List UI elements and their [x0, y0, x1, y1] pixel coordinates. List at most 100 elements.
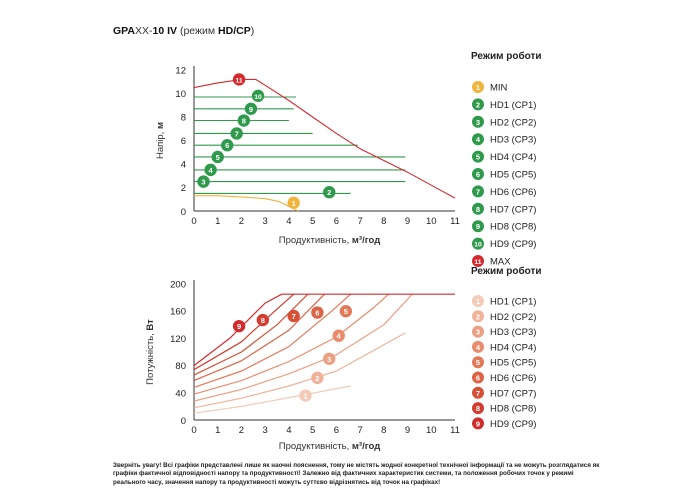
series-badge — [197, 175, 210, 188]
x-axis-title: Продуктивність, м³/год — [279, 441, 381, 452]
legend-badge — [472, 81, 484, 93]
series-badge — [323, 186, 336, 199]
series-line — [193, 293, 352, 388]
legend-title: Режим роботи — [471, 265, 542, 277]
x-tick-label: 9 — [405, 425, 410, 436]
x-tick-label: 8 — [381, 216, 386, 227]
series-badge — [230, 127, 243, 140]
legend-entry-label: MAX — [490, 257, 511, 268]
series-badge-number: 1 — [292, 199, 296, 208]
legend-badge-number: 1 — [476, 297, 480, 306]
x-tick-label: 0 — [191, 216, 196, 227]
series-badge — [287, 196, 300, 209]
series-badge-number: 2 — [315, 374, 319, 383]
series-badge — [232, 73, 246, 86]
legend-entry-label: HD7 (CP7) — [490, 204, 536, 215]
series-line — [193, 332, 406, 409]
legend-title: Режим роботи — [471, 50, 542, 62]
title-model: GPA — [113, 25, 135, 37]
y-tick-label: 0 — [181, 416, 186, 427]
chart-title: GPAXX-10 IV (режим HD/CP) — [113, 25, 254, 37]
x-tick-label: 6 — [334, 425, 339, 436]
legend-badge-number: 7 — [476, 187, 480, 196]
y-tick-label: 2 — [181, 183, 186, 194]
legend-badge — [472, 417, 484, 430]
legend-entry-label: HD3 (CP3) — [490, 327, 536, 338]
legend-badge — [472, 150, 484, 163]
legend-badge-number: 10 — [474, 242, 482, 249]
x-tick-label: 10 — [426, 216, 437, 227]
y-tick-label: 80 — [175, 361, 186, 372]
title-modes: HD/CP — [218, 25, 251, 37]
title-close: ) — [250, 25, 255, 37]
y-tick-label: 10 — [175, 89, 186, 100]
series-badge-number: 8 — [261, 316, 265, 325]
legend-badge-number: 8 — [476, 404, 480, 413]
legend-entry-label: HD4 (CP4) — [490, 342, 536, 353]
legend-entry-label: HD6 (CP6) — [490, 373, 536, 384]
legend-badge — [472, 255, 484, 267]
series-line — [193, 293, 413, 402]
series-line — [193, 293, 325, 382]
legend-badge-number: 11 — [474, 259, 481, 266]
legend-badge — [472, 133, 484, 146]
series-badge — [332, 329, 345, 342]
series-line — [193, 385, 351, 414]
legend-badge — [472, 115, 484, 128]
series-badge-number: 11 — [235, 77, 242, 84]
legend-badge-number: 9 — [476, 222, 480, 231]
series-badge-number: 1 — [303, 392, 307, 401]
series-badge — [299, 389, 312, 402]
legend-badge-number: 6 — [476, 374, 480, 383]
legend-entry-label: HD7 (CP7) — [490, 388, 536, 399]
series-badge-number: 4 — [209, 166, 214, 175]
x-tick-label: 11 — [450, 216, 460, 227]
x-tick-label: 5 — [310, 425, 315, 436]
x-tick-label: 4 — [286, 216, 291, 227]
x-tick-label: 6 — [334, 216, 339, 227]
title-model-tail: 10 IV — [152, 25, 178, 37]
disclaimer-note: Зверніть увагу! Всі графіки представлені… — [113, 462, 600, 486]
series-badge-number: 2 — [327, 188, 331, 197]
series-badge — [221, 139, 234, 152]
legend-badge-number: 9 — [476, 419, 480, 428]
series-badge-number: 10 — [254, 94, 262, 101]
title-xx: XX- — [134, 25, 153, 37]
series-badge-number: 9 — [237, 322, 241, 331]
x-tick-label: 11 — [450, 425, 460, 436]
x-tick-label: 1 — [215, 425, 220, 436]
series-line — [193, 293, 309, 376]
series-badge-number: 7 — [235, 129, 239, 138]
legend-badge — [472, 371, 484, 384]
series-badge — [339, 305, 353, 318]
legend-badge-number: 8 — [476, 205, 480, 214]
legend-badge-number: 2 — [476, 100, 480, 109]
series-badge-number: 5 — [344, 307, 348, 316]
legend-entry-label: HD4 (CP4) — [490, 152, 536, 163]
legend-badge-number: 6 — [476, 170, 480, 179]
legend-badge — [472, 168, 484, 180]
x-tick-label: 2 — [239, 216, 244, 227]
legend-entry-label: HD2 (CP2) — [490, 117, 536, 128]
series-badge — [323, 352, 336, 365]
legend-badge — [472, 402, 484, 415]
legend-badge-number: 2 — [476, 312, 480, 321]
series-line — [193, 293, 455, 367]
legend-entry-label: HD1 (CP1) — [490, 297, 536, 308]
legend-badge — [472, 295, 484, 307]
series-badge-number: 3 — [327, 355, 331, 364]
legend-entry-label: HD5 (CP5) — [490, 358, 536, 369]
y-axis-title: Потужність, Вт — [145, 319, 156, 385]
legend-badge-number: 3 — [476, 328, 480, 337]
legend-badge — [472, 310, 484, 323]
legend-badge-number: 5 — [476, 153, 480, 162]
legend-entry-label: MIN — [490, 83, 508, 94]
x-tick-label: 9 — [405, 216, 410, 227]
legend-badge — [472, 340, 484, 353]
legend-badge — [472, 220, 484, 233]
legend-entry-label: HD3 (CP3) — [490, 135, 536, 146]
series-badge — [311, 306, 324, 319]
legend-entry-label: HD8 (CP8) — [490, 222, 536, 233]
y-tick-label: 200 — [170, 280, 186, 291]
legend-badge-number: 5 — [476, 358, 480, 367]
